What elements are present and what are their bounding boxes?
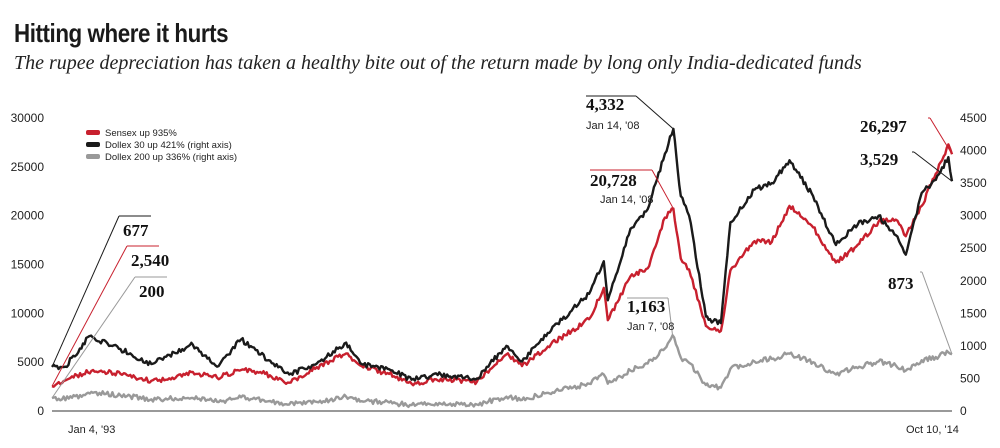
annotation: 200 — [51, 276, 167, 399]
x-end-label: Oct 10, '14 — [906, 424, 959, 436]
annotation: 2,540 — [51, 245, 169, 387]
left-tick-label: 20000 — [11, 209, 45, 223]
leader-line — [913, 151, 953, 182]
series-layer — [51, 127, 954, 409]
leader-line — [51, 276, 136, 399]
annotation-value: 26,297 — [860, 117, 907, 136]
leader-line — [651, 169, 674, 209]
annotation-value: 4,332 — [586, 95, 624, 114]
annotation-value: 1,163 — [627, 297, 665, 316]
annotation-date: Jan 14, '08 — [586, 120, 639, 132]
left-tick-label: 30000 — [11, 111, 45, 125]
legend-label: Dollex 200 up 336% (right axis) — [105, 152, 237, 163]
leader-line — [921, 271, 953, 355]
right-tick-label: 1000 — [960, 339, 987, 353]
legend-label: Dollex 30 up 421% (right axis) — [105, 140, 232, 151]
chart-title: Hitting where it hurts — [14, 18, 229, 48]
legend-swatch — [86, 142, 100, 147]
legend-label: Sensex up 935% — [105, 128, 177, 139]
annotation-value: 20,728 — [590, 171, 637, 190]
annotation-value: 200 — [139, 282, 165, 301]
right-tick-label: 3000 — [960, 209, 987, 223]
axes-group: 0 5000 10000 15000 20000 25000 30000 0 500 1000 15… — [11, 111, 987, 436]
legend-swatch — [86, 154, 100, 159]
right-tick-label: 4500 — [960, 111, 987, 125]
leader-line — [51, 245, 128, 387]
right-tick-label: 1500 — [960, 306, 987, 320]
chart-subtitle: The rupee depreciation has taken a healt… — [14, 52, 862, 74]
annotation-value: 2,540 — [131, 251, 169, 270]
leader-line — [51, 215, 120, 368]
annotation: 677 — [51, 215, 151, 368]
series-line-dollex-200 — [51, 334, 953, 409]
annotation: 26,297 — [860, 117, 953, 155]
left-tick-label: 0 — [37, 404, 44, 418]
right-tick-label: 3500 — [960, 176, 987, 190]
right-tick-label: 0 — [960, 404, 967, 418]
annotation-value: 3,529 — [860, 150, 898, 169]
leader-line — [667, 297, 674, 336]
annotation: 1,163 Jan 7, '08 — [627, 297, 674, 336]
annotation-layer: 677 2,540 200 4,332 Jan 14, '08 20,728 Jan 14,… — [51, 95, 953, 399]
right-tick-label: 4000 — [960, 144, 987, 158]
series-line-dollex-30 — [51, 127, 954, 382]
right-tick-label: 500 — [960, 371, 980, 385]
annotation: 3,529 — [860, 150, 953, 182]
annotation-date: Jan 7, '08 — [627, 321, 674, 333]
annotation-value: 677 — [123, 221, 149, 240]
annotation-date: Jan 14, '08 — [600, 194, 653, 206]
annotation: 20,728 Jan 14, '08 — [590, 169, 674, 209]
x-start-label: Jan 4, '93 — [68, 424, 115, 436]
leader-line — [929, 117, 953, 155]
left-tick-label: 5000 — [17, 355, 44, 369]
right-tick-label: 2500 — [960, 241, 987, 255]
legend-swatch — [86, 130, 100, 135]
annotation: 873 — [888, 271, 953, 355]
right-tick-label: 2000 — [960, 274, 987, 288]
left-tick-label: 10000 — [11, 306, 45, 320]
annotation-value: 873 — [888, 274, 914, 293]
left-tick-label: 15000 — [11, 258, 45, 272]
legend: Sensex up 935%Dollex 30 up 421% (right a… — [86, 128, 237, 163]
left-tick-label: 25000 — [11, 160, 45, 174]
leader-line — [635, 95, 674, 130]
series-line-sensex — [51, 143, 954, 388]
annotation: 4,332 Jan 14, '08 — [586, 95, 674, 132]
